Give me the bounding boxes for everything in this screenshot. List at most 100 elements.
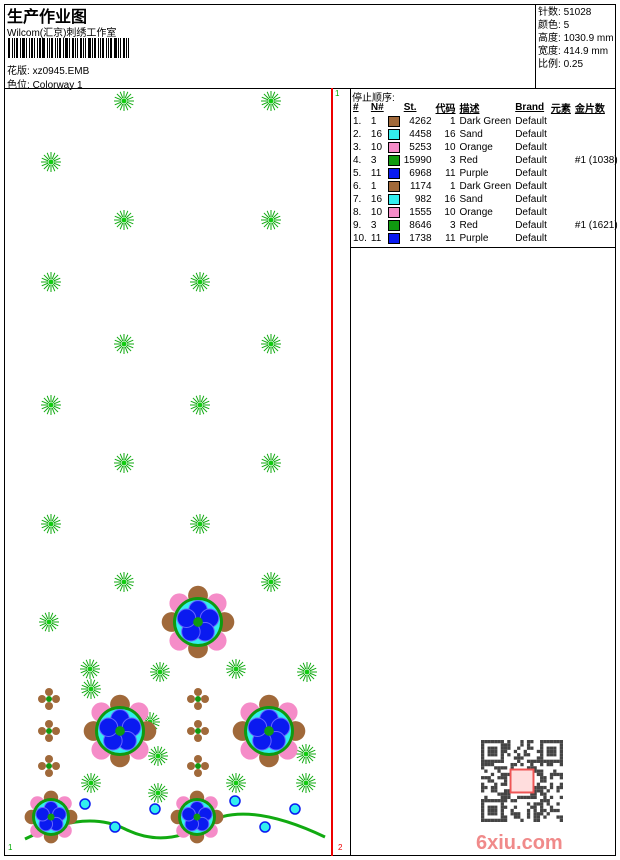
stitch-ray bbox=[119, 222, 124, 230]
leaf bbox=[45, 734, 53, 742]
qr-module bbox=[500, 815, 504, 819]
qr-module bbox=[500, 812, 504, 816]
motif-center bbox=[268, 341, 274, 347]
stitch-ray bbox=[41, 405, 49, 410]
stitch-ray bbox=[201, 283, 208, 290]
qr-module bbox=[513, 762, 518, 767]
design-file-label: 花版: bbox=[7, 66, 30, 77]
stitch-ray bbox=[307, 674, 312, 682]
stitch-ray bbox=[92, 775, 99, 782]
leaf bbox=[52, 762, 60, 770]
qr-module bbox=[497, 766, 501, 770]
stitch-ray bbox=[263, 574, 270, 581]
stitch-ray bbox=[39, 622, 47, 627]
motif-center bbox=[304, 669, 310, 675]
stitch-ray bbox=[148, 751, 156, 756]
cell-desc: Purple bbox=[459, 168, 489, 179]
qr-module bbox=[540, 776, 544, 780]
qr-module bbox=[490, 772, 495, 777]
stitch-ray bbox=[228, 670, 235, 677]
stitch-ray bbox=[150, 667, 158, 672]
qr-module bbox=[490, 740, 495, 744]
qr-module bbox=[481, 818, 485, 822]
qr-module bbox=[546, 762, 550, 767]
stitch-ray bbox=[52, 516, 59, 523]
stitch-ray bbox=[263, 221, 270, 228]
stitch-ray bbox=[190, 519, 198, 524]
starburst-motif bbox=[41, 514, 61, 534]
stitch-ray bbox=[263, 212, 270, 219]
qr-module bbox=[481, 815, 485, 819]
info-divider bbox=[535, 4, 536, 88]
stitch-ray bbox=[271, 334, 276, 342]
color-swatch-cell bbox=[386, 219, 402, 232]
qr-module bbox=[507, 743, 511, 747]
starburst-motif bbox=[297, 662, 317, 682]
qr-module bbox=[503, 815, 508, 819]
qr-module bbox=[536, 782, 541, 786]
stitch-ray bbox=[237, 775, 244, 782]
column-header: N# bbox=[370, 102, 384, 113]
qr-module bbox=[494, 818, 498, 822]
qr-module bbox=[510, 812, 514, 816]
qr-module bbox=[510, 808, 514, 813]
stitch-ray bbox=[200, 272, 205, 280]
qr-module bbox=[533, 815, 537, 819]
stitch-ray bbox=[116, 464, 123, 471]
stitch-ray bbox=[266, 103, 271, 111]
qr-module bbox=[494, 789, 498, 793]
qr-module bbox=[533, 818, 537, 822]
leaf bbox=[194, 720, 202, 728]
qr-module bbox=[549, 746, 554, 750]
stitch-ray bbox=[150, 794, 157, 801]
stitch-ray bbox=[261, 463, 269, 468]
qr-module bbox=[523, 749, 527, 754]
stitch-ray bbox=[50, 614, 57, 621]
stitch-ray bbox=[195, 284, 200, 292]
stitch-ray bbox=[153, 795, 158, 803]
motif-center bbox=[88, 686, 94, 692]
qr-module bbox=[530, 805, 534, 809]
flower-motif bbox=[24, 790, 78, 844]
stitch-ray bbox=[125, 93, 132, 100]
qr-module bbox=[481, 799, 485, 803]
column-header: # bbox=[353, 102, 359, 113]
starburst-motif bbox=[190, 514, 210, 534]
qr-module bbox=[536, 772, 541, 777]
qr-module bbox=[481, 746, 485, 750]
stitch-ray bbox=[81, 689, 89, 694]
stitch-ray bbox=[161, 664, 168, 671]
stitch-ray bbox=[114, 577, 122, 582]
flower-motif bbox=[170, 790, 224, 844]
cell-elem bbox=[549, 206, 573, 219]
motif-center bbox=[197, 279, 203, 285]
column-header: 代码 bbox=[435, 104, 456, 115]
stitch-ray bbox=[51, 272, 56, 280]
stitch-ray bbox=[308, 749, 316, 754]
stitch-ray bbox=[44, 624, 49, 632]
cell-idx: 2. bbox=[353, 129, 362, 140]
qr-module bbox=[549, 772, 554, 777]
stitch-ray bbox=[41, 524, 49, 529]
table-row: 7. 16 982 16 Sand Default bbox=[351, 193, 620, 206]
stitch-ray bbox=[53, 157, 61, 162]
stitch-ray bbox=[238, 778, 246, 783]
qr-module bbox=[500, 746, 504, 750]
stitch-ray bbox=[43, 516, 50, 523]
stitch-ray bbox=[52, 163, 59, 170]
stitch-ray bbox=[272, 102, 279, 109]
qr-module bbox=[484, 769, 488, 773]
motif-center bbox=[48, 279, 54, 285]
flower-center bbox=[193, 617, 203, 627]
stitch-ray bbox=[43, 163, 50, 170]
qr-module bbox=[500, 753, 504, 757]
stitch-ray bbox=[41, 277, 49, 282]
table-row: 1. 1 4262 1 Dark Green Default bbox=[351, 115, 620, 128]
stitch-ray bbox=[161, 673, 168, 680]
stitch-ray bbox=[83, 784, 90, 791]
stitch-ray bbox=[46, 272, 51, 280]
qr-module bbox=[540, 805, 544, 809]
qr-module bbox=[500, 759, 504, 763]
stitch-ray bbox=[190, 277, 198, 282]
cell-n: 16 bbox=[370, 194, 383, 205]
